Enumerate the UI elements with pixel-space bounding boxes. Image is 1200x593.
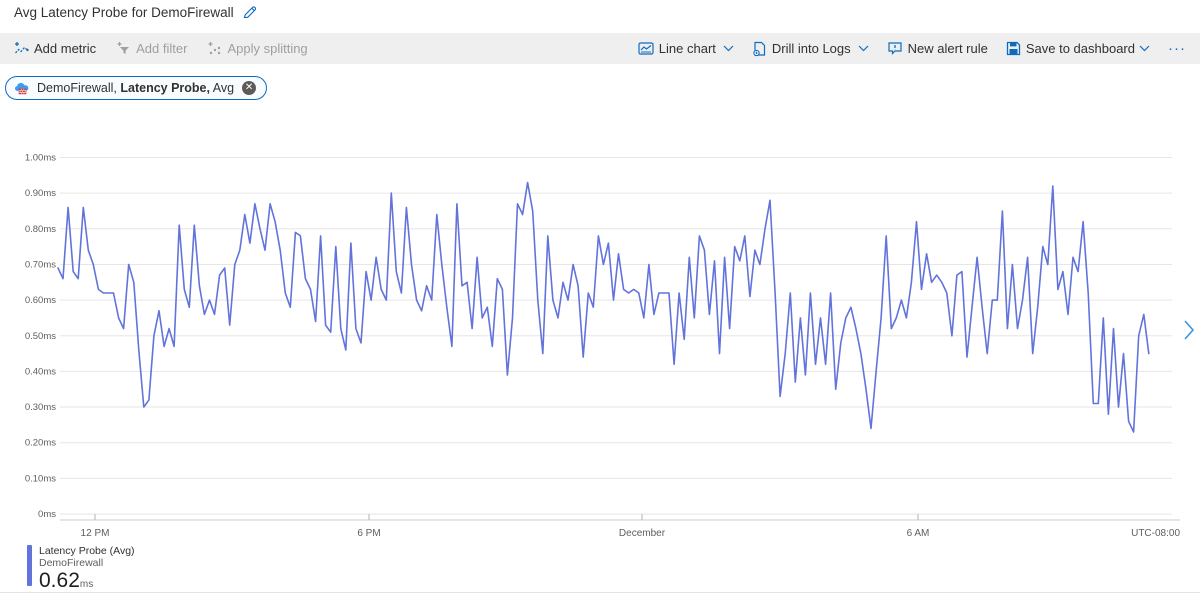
add-metric-button[interactable]: Add metric xyxy=(14,41,96,56)
y-tick-label: 0.60ms xyxy=(25,295,56,306)
pill-metric: Latency Probe, xyxy=(120,81,210,95)
remove-metric-icon[interactable]: ✕ xyxy=(242,81,257,95)
chart-type-button[interactable]: Line chart xyxy=(638,41,734,56)
x-tick-label: 6 AM xyxy=(907,528,930,539)
drill-into-logs-button[interactable]: Drill into Logs xyxy=(752,41,869,57)
legend-color-bar xyxy=(27,545,32,586)
legend-unit: ms xyxy=(79,579,94,590)
page-title: Avg Latency Probe for DemoFirewall xyxy=(14,5,234,20)
add-metric-label: Add metric xyxy=(34,41,97,56)
y-tick-label: 0.90ms xyxy=(25,188,56,199)
y-tick-label: 0.40ms xyxy=(25,366,56,377)
new-alert-rule-label: New alert rule xyxy=(907,41,988,56)
legend-metric-name: Latency Probe (Avg) xyxy=(39,545,135,557)
chevron-down-icon xyxy=(1139,45,1150,52)
legend-value: 0.62ms xyxy=(39,569,94,592)
apply-splitting-button: Apply splitting xyxy=(207,41,308,56)
edit-title-icon[interactable] xyxy=(242,5,257,20)
metric-pill[interactable]: DemoFirewall, Latency Probe, Avg ✕ xyxy=(5,76,268,100)
y-tick-label: 0.80ms xyxy=(25,224,56,235)
x-tick-label: December xyxy=(619,528,666,539)
save-to-dashboard-button[interactable]: Save to dashboard xyxy=(1006,41,1150,56)
y-tick-label: 0.70ms xyxy=(25,259,56,270)
save-icon xyxy=(1006,41,1021,56)
save-to-dashboard-label: Save to dashboard xyxy=(1025,41,1135,56)
x-tick-label: 12 PM xyxy=(81,528,110,539)
chevron-down-icon xyxy=(858,45,869,52)
legend-resource-name: DemoFirewall xyxy=(39,557,104,569)
y-tick-label: 0.50ms xyxy=(25,331,56,342)
add-filter-button: Add filter xyxy=(116,41,187,56)
apply-splitting-label: Apply splitting xyxy=(227,41,308,56)
y-tick-label: 0.20ms xyxy=(25,438,56,449)
chart-legend[interactable]: Latency Probe (Avg) DemoFirewall 0.62ms xyxy=(27,545,135,593)
chart-title-row: Avg Latency Probe for DemoFirewall xyxy=(14,5,257,20)
y-tick-label: 1.00ms xyxy=(25,153,56,164)
y-tick-label: 0.30ms xyxy=(25,402,56,413)
line-chart-icon xyxy=(638,41,654,56)
add-metric-icon xyxy=(14,41,29,56)
x-tick-label: 6 PM xyxy=(357,528,380,539)
more-commands-button[interactable]: ··· xyxy=(1168,40,1186,57)
drill-into-logs-icon xyxy=(752,41,767,57)
new-alert-rule-icon xyxy=(887,41,903,56)
y-tick-label: 0.10ms xyxy=(25,473,56,484)
firewall-icon xyxy=(14,82,31,95)
apply-splitting-icon xyxy=(207,41,222,56)
latency-probe-series-line xyxy=(57,181,1150,433)
chart-type-label: Line chart xyxy=(658,41,716,56)
drill-into-logs-label: Drill into Logs xyxy=(771,41,851,56)
y-tick-label: 0ms xyxy=(38,509,56,520)
pill-text: DemoFirewall, Latency Probe, Avg xyxy=(37,81,234,95)
metrics-toolbar: Add metric Add filter Apply xyxy=(0,33,1200,64)
add-filter-icon xyxy=(116,41,131,56)
chart-scroll-next-button[interactable] xyxy=(1180,316,1198,344)
chevron-down-icon xyxy=(723,45,734,52)
pill-resource: DemoFirewall, xyxy=(37,81,117,95)
add-filter-label: Add filter xyxy=(136,41,188,56)
pill-aggregation: Avg xyxy=(212,81,235,95)
new-alert-rule-button[interactable]: New alert rule xyxy=(887,41,988,56)
timezone-label: UTC-08:00 xyxy=(1131,528,1180,539)
